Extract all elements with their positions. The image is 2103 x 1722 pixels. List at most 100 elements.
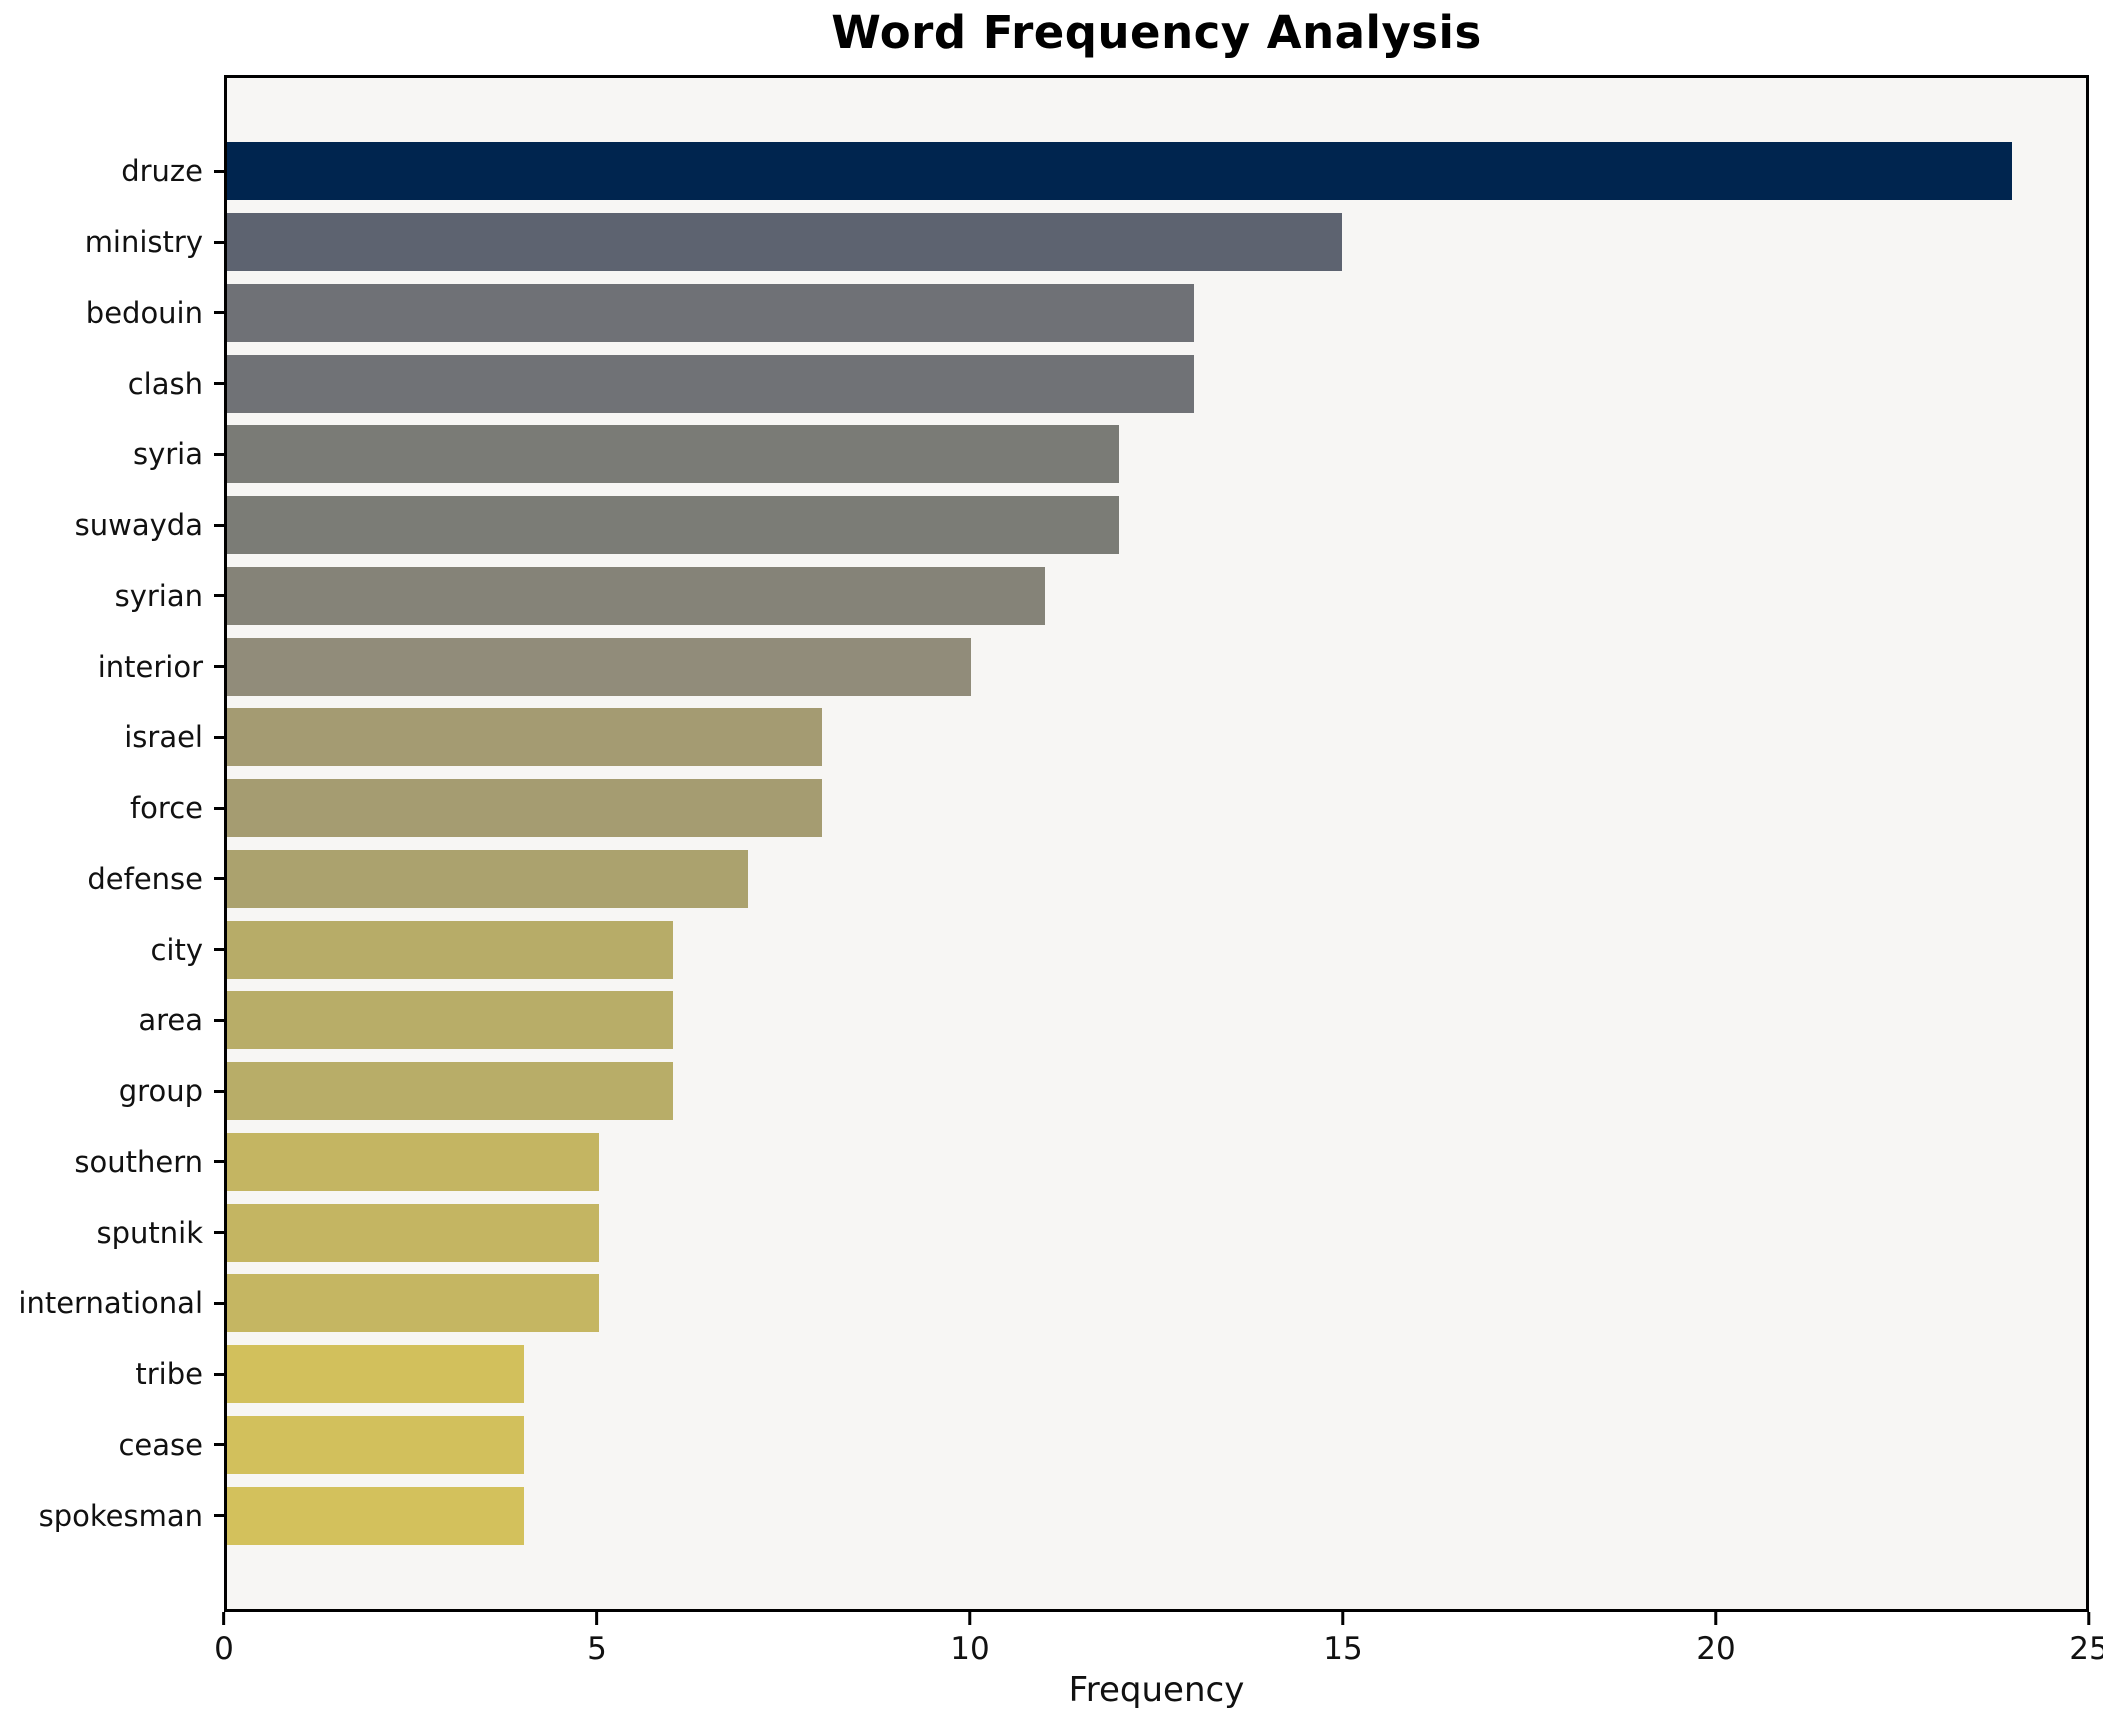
x-tick-label: 25 xyxy=(2069,1631,2103,1667)
frequency-bar xyxy=(227,1062,674,1121)
category-label: druze xyxy=(121,154,203,189)
x-tick: 5 xyxy=(587,1612,607,1667)
x-tick: 20 xyxy=(1696,1612,1736,1667)
bar-row: southern xyxy=(74,1127,2086,1198)
y-tick-mark xyxy=(214,594,225,598)
frequency-bar xyxy=(227,1486,525,1545)
x-tick-mark xyxy=(222,1612,226,1625)
category-label: suwayda xyxy=(74,508,203,543)
category-label: cease xyxy=(118,1427,203,1462)
frequency-bar xyxy=(227,566,1045,625)
x-tick-mark xyxy=(1714,1612,1718,1625)
y-tick-mark xyxy=(214,1160,225,1164)
x-axis: 0 5 10 15 20 25 xyxy=(214,1612,2103,1672)
x-tick-mark xyxy=(595,1612,599,1625)
category-label: area xyxy=(138,1003,203,1038)
frequency-bar xyxy=(227,213,1343,272)
category-label: tribe xyxy=(135,1357,203,1392)
bar-row: sputnik xyxy=(97,1197,2086,1268)
bar-row: clash xyxy=(128,348,2086,419)
frequency-bar xyxy=(227,991,674,1050)
x-axis-label: Frequency xyxy=(1068,1670,1245,1710)
category-label: ministry xyxy=(84,225,203,260)
y-tick-mark xyxy=(214,948,225,952)
frequency-bar xyxy=(227,708,822,767)
bar-row: suwayda xyxy=(75,490,2086,561)
bar-row: city xyxy=(150,914,2086,985)
x-tick-label: 0 xyxy=(214,1631,234,1667)
frequency-bar xyxy=(227,779,822,838)
bar-row: cease xyxy=(118,1410,2086,1481)
y-tick-mark xyxy=(214,311,225,315)
frequency-bar xyxy=(227,425,1120,484)
bar-row: area xyxy=(138,985,2086,1056)
x-tick: 0 xyxy=(214,1612,234,1667)
frequency-bar xyxy=(227,354,1194,413)
category-label: force xyxy=(129,791,203,826)
category-label: defense xyxy=(87,861,203,896)
frequency-bar xyxy=(227,920,674,979)
x-tick-mark xyxy=(968,1612,972,1625)
category-label: interior xyxy=(97,649,203,684)
bar-row: defense xyxy=(87,844,2086,915)
bar-row: bedouin xyxy=(86,278,2086,349)
y-tick-mark xyxy=(214,523,225,527)
y-tick-mark xyxy=(214,806,225,810)
category-label: clash xyxy=(127,366,203,401)
y-tick-mark xyxy=(214,1372,225,1376)
y-tick-mark xyxy=(214,1089,225,1093)
x-tick-label: 15 xyxy=(1323,1631,1363,1667)
y-tick-mark xyxy=(214,240,225,244)
frequency-bar xyxy=(227,142,2012,201)
category-label: sputnik xyxy=(96,1215,204,1250)
category-label: spokesman xyxy=(38,1498,203,1533)
x-tick: 10 xyxy=(950,1612,990,1667)
category-label: syrian xyxy=(114,578,203,613)
bar-row: international xyxy=(18,1268,2086,1339)
y-tick-mark xyxy=(214,665,225,669)
x-tick: 25 xyxy=(2069,1612,2103,1667)
category-label: international xyxy=(18,1286,203,1321)
frequency-bar xyxy=(227,496,1120,555)
x-tick-label: 10 xyxy=(950,1631,990,1667)
frequency-bar xyxy=(227,1274,599,1333)
frequency-bar xyxy=(227,1132,599,1191)
chart-title: Word Frequency Analysis xyxy=(831,6,1482,59)
x-tick: 15 xyxy=(1323,1612,1363,1667)
bar-rows: druze ministry bedouin clash syria suwayda syr… xyxy=(18,78,2086,1609)
x-tick-label: 20 xyxy=(1696,1631,1736,1667)
frequency-bar xyxy=(227,1345,525,1404)
bar-row: druze xyxy=(121,136,2086,207)
y-tick-mark xyxy=(214,877,225,881)
y-tick-mark xyxy=(214,169,225,173)
frequency-bar xyxy=(227,1415,525,1474)
bar-row: syria xyxy=(133,419,2086,490)
y-tick-mark xyxy=(214,1018,225,1022)
category-label: bedouin xyxy=(85,295,203,330)
y-tick-mark xyxy=(214,1443,225,1447)
category-label: southern xyxy=(74,1144,203,1179)
bar-row: ministry xyxy=(85,207,2086,278)
category-label: israel xyxy=(124,720,203,755)
frequency-bar xyxy=(227,283,1194,342)
category-label: group xyxy=(118,1074,203,1109)
x-tick-label: 5 xyxy=(587,1631,607,1667)
y-tick-mark xyxy=(214,1231,225,1235)
category-label: syria xyxy=(132,437,203,472)
y-tick-mark xyxy=(214,1514,225,1518)
plot-area: druze ministry bedouin clash syria suwayda syr… xyxy=(18,75,2089,1612)
y-tick-mark xyxy=(214,452,225,456)
frequency-bar xyxy=(227,637,971,696)
bar-row: syrian xyxy=(115,561,2086,632)
frequency-bar xyxy=(227,849,748,908)
y-tick-mark xyxy=(214,1301,225,1305)
x-tick-mark xyxy=(1341,1612,1345,1625)
bar-row: interior xyxy=(98,631,2086,702)
category-label: city xyxy=(150,932,203,967)
y-tick-mark xyxy=(214,382,225,386)
x-tick-mark xyxy=(2087,1612,2091,1625)
bar-row: force xyxy=(130,773,2086,844)
y-tick-mark xyxy=(214,735,225,739)
bar-row: spokesman xyxy=(39,1480,2086,1551)
